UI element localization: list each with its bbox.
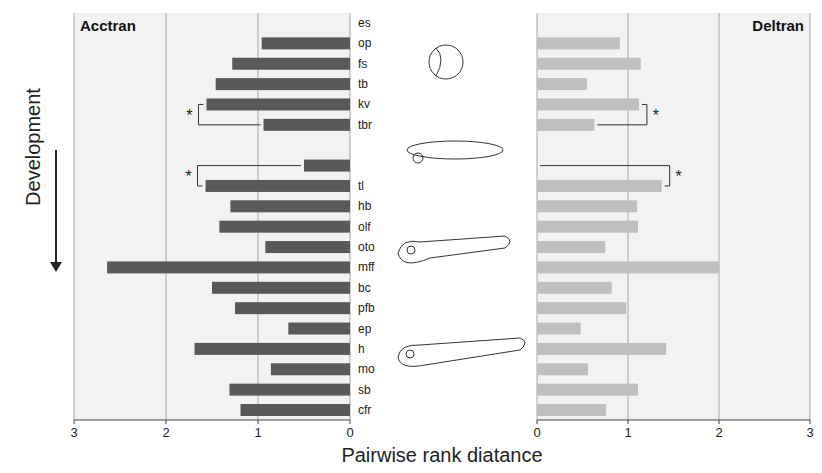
tick-label: 1 bbox=[254, 425, 261, 440]
category-label: kv bbox=[358, 97, 370, 111]
bar bbox=[232, 58, 350, 70]
tick-label: 0 bbox=[533, 425, 540, 440]
tick-label: 3 bbox=[70, 425, 77, 440]
bar bbox=[229, 384, 350, 396]
bar bbox=[537, 261, 719, 273]
bar bbox=[206, 98, 350, 110]
category-label: tb bbox=[358, 77, 368, 91]
category-label: cfr bbox=[358, 403, 371, 417]
tick-label: 2 bbox=[162, 425, 169, 440]
bar bbox=[265, 241, 350, 253]
significance-bracket bbox=[198, 166, 301, 186]
grid-line bbox=[258, 13, 259, 420]
tick-mark bbox=[719, 420, 720, 424]
x-axis-line bbox=[537, 420, 810, 421]
bar bbox=[537, 282, 612, 294]
category-label: es bbox=[358, 16, 371, 30]
tick-label: 1 bbox=[624, 425, 631, 440]
significance-bracket bbox=[198, 104, 260, 124]
bar bbox=[241, 404, 350, 416]
bars bbox=[107, 37, 350, 416]
bar bbox=[537, 37, 620, 49]
y-axis-title: Development bbox=[22, 88, 44, 206]
grid-line bbox=[350, 13, 351, 420]
bar bbox=[537, 241, 605, 253]
bar bbox=[235, 302, 350, 314]
bar bbox=[107, 261, 350, 273]
tick-label: 2 bbox=[715, 425, 722, 440]
bar bbox=[264, 119, 350, 131]
bar bbox=[212, 282, 350, 294]
bar bbox=[537, 384, 638, 396]
significance-label: * bbox=[676, 168, 682, 185]
panel-background bbox=[537, 13, 810, 420]
bar bbox=[537, 119, 594, 131]
tick-mark bbox=[350, 420, 351, 424]
bar bbox=[230, 200, 350, 212]
bar bbox=[537, 323, 581, 335]
grid-line bbox=[719, 13, 720, 420]
category-label: tbr bbox=[358, 118, 372, 132]
category-label: mo bbox=[358, 362, 375, 376]
bars bbox=[537, 37, 719, 416]
bar bbox=[195, 343, 350, 355]
tick-mark bbox=[258, 420, 259, 424]
bar bbox=[537, 343, 666, 355]
significance-label: * bbox=[185, 168, 191, 185]
development-arrowhead bbox=[50, 262, 62, 272]
significance-bracket bbox=[540, 166, 670, 186]
grid-line bbox=[628, 13, 629, 420]
bar bbox=[271, 363, 350, 375]
bar bbox=[537, 58, 641, 70]
grid-line bbox=[74, 13, 75, 420]
development-arrow bbox=[55, 150, 57, 268]
x-axis-line bbox=[74, 420, 350, 421]
significance-label: * bbox=[186, 107, 192, 124]
tick-mark bbox=[628, 420, 629, 424]
panel-background bbox=[74, 13, 350, 420]
significance-bracket bbox=[597, 104, 647, 124]
bar bbox=[537, 98, 639, 110]
bar bbox=[537, 78, 587, 90]
category-label: pfb bbox=[358, 301, 375, 315]
category-label: hb bbox=[358, 199, 372, 213]
bar bbox=[537, 302, 626, 314]
category-label: bc bbox=[358, 281, 371, 295]
category-label: oto bbox=[358, 240, 375, 254]
tick-mark bbox=[74, 420, 75, 424]
grid-line bbox=[166, 13, 167, 420]
bar bbox=[537, 363, 588, 375]
tick-label: 3 bbox=[806, 425, 813, 440]
tick-mark bbox=[166, 420, 167, 424]
bar bbox=[262, 37, 350, 49]
bar bbox=[537, 404, 606, 416]
significance-label: * bbox=[653, 107, 659, 124]
bar bbox=[537, 180, 662, 192]
tick-label: 0 bbox=[346, 425, 353, 440]
x-axis-title: Pairwise rank diatance bbox=[341, 444, 542, 466]
bar bbox=[537, 221, 638, 233]
embryo-sketch bbox=[398, 45, 525, 366]
category-label: sb bbox=[358, 383, 371, 397]
panel-title: Acctran bbox=[80, 17, 136, 34]
bar bbox=[219, 221, 350, 233]
grid-line bbox=[810, 13, 811, 420]
panel-title: Deltran bbox=[752, 17, 804, 34]
bar bbox=[206, 180, 350, 192]
bar bbox=[304, 160, 350, 172]
category-label: h bbox=[358, 342, 365, 356]
tick-mark bbox=[810, 420, 811, 424]
category-label: mff bbox=[358, 260, 375, 274]
category-label: op bbox=[358, 36, 372, 50]
category-label: ep bbox=[358, 322, 372, 336]
bar bbox=[537, 200, 637, 212]
category-label: tl bbox=[358, 179, 364, 193]
bar bbox=[288, 323, 350, 335]
grid-line bbox=[537, 13, 538, 420]
tick-mark bbox=[537, 420, 538, 424]
bar bbox=[216, 78, 350, 90]
category-label: fs bbox=[358, 57, 367, 71]
category-label: olf bbox=[358, 220, 371, 234]
